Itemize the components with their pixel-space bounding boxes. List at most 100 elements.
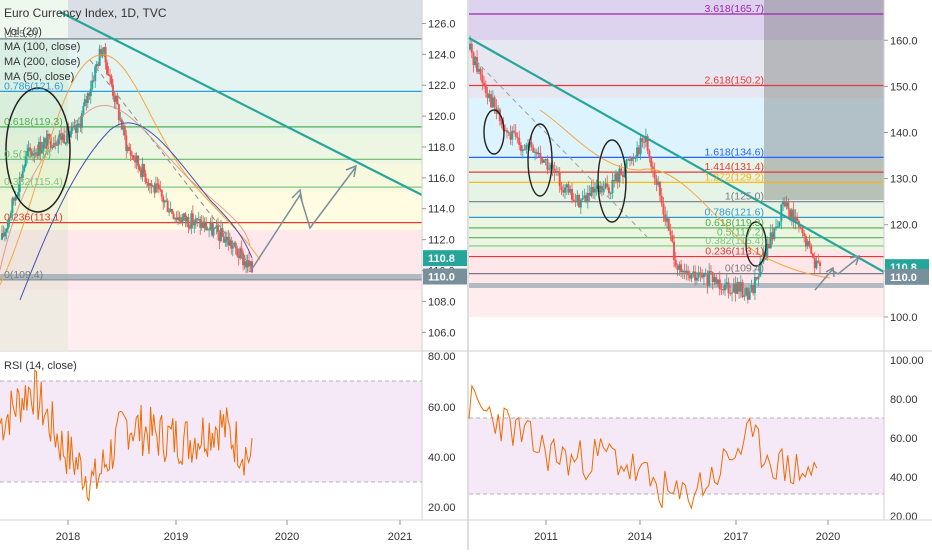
left-rsi-pane[interactable]: RSI (14, close) 80.00 60.00 40.00 20.00 <box>0 350 468 514</box>
left-candle <box>113 91 116 109</box>
right-projection-path <box>814 257 859 291</box>
left-candle <box>29 143 32 160</box>
right-candle <box>755 276 758 281</box>
left-candle <box>107 66 110 77</box>
right-candle <box>776 220 779 228</box>
right-candle <box>493 95 496 114</box>
left-time-tick: 2019 <box>164 531 188 543</box>
right-price-tick: 140.0 <box>890 128 918 140</box>
left-candle <box>212 223 215 239</box>
left-fib-label: 0.786(121.6) <box>4 80 64 92</box>
right-rsi-line <box>468 384 818 511</box>
left-candle <box>27 140 30 157</box>
indicator-ma50: MA (50, close) <box>4 71 74 83</box>
right-candle <box>595 179 598 196</box>
right-candle <box>746 287 749 304</box>
left-candle <box>166 198 169 213</box>
right-candle <box>512 124 515 134</box>
right-candle <box>586 185 589 209</box>
right-candle <box>532 144 535 153</box>
left-rsi-line <box>0 369 253 502</box>
right-candle <box>720 283 723 296</box>
left-candle <box>12 196 15 206</box>
right-candle <box>808 234 811 249</box>
right-candle <box>804 233 807 252</box>
right-candle <box>787 198 790 218</box>
left-candle <box>23 164 26 173</box>
right-rsi-pane[interactable]: 100.00 80.00 60.00 40.00 20.00 <box>468 350 932 523</box>
left-fib-label: (125.0) <box>4 28 37 40</box>
left-candle <box>128 142 131 151</box>
left-time-axis[interactable]: 2018 2019 2020 2021 <box>0 519 468 543</box>
left-candle <box>30 148 33 157</box>
left-candle <box>197 211 200 221</box>
right-candle <box>611 173 614 199</box>
right-candle <box>664 206 667 227</box>
right-fib-label: 1(125.0) <box>725 191 764 203</box>
left-candle <box>205 216 208 231</box>
left-pattern-ellipse <box>5 87 71 213</box>
left-candle <box>209 217 212 231</box>
left-price-badge <box>423 250 467 267</box>
left-candle <box>32 148 35 162</box>
right-candle <box>574 193 577 208</box>
left-rsi-tick: 40.00 <box>428 452 456 464</box>
left-candle <box>45 130 48 150</box>
right-candle <box>752 284 755 296</box>
left-candle <box>243 254 246 270</box>
right-candle <box>718 271 721 296</box>
right-price-pane[interactable]: 3.618(165.7) 2.618(150.2) 1.618(134.6) 1.41… <box>468 0 885 350</box>
right-candle <box>819 260 821 274</box>
left-candle <box>171 208 174 215</box>
right-rsi-tick: 40.00 <box>890 472 918 484</box>
left-candle <box>74 119 77 139</box>
left-price-pane[interactable]: (125.0) 0.786(121.6) 0.618(119.3) 0.5(117.2… <box>0 0 423 350</box>
right-fib-labels: 3.618(165.7) 2.618(150.2) 1.618(134.6) 1.41… <box>704 3 764 275</box>
right-candle <box>534 148 537 161</box>
left-candle <box>86 92 89 109</box>
right-candle <box>578 193 581 208</box>
left-candle <box>208 227 211 238</box>
left-candle <box>172 211 175 220</box>
right-candle <box>766 236 769 261</box>
right-candle <box>542 159 545 163</box>
left-candle <box>73 118 76 130</box>
right-candle <box>604 178 607 190</box>
right-time-axis[interactable]: 2011 2014 2017 2020 <box>469 519 932 543</box>
right-fib-label: 0.236(113.1) <box>705 246 764 258</box>
right-candle <box>620 163 623 176</box>
left-candle <box>154 176 157 194</box>
right-candle <box>811 253 814 259</box>
right-candle <box>794 209 797 230</box>
right-candle <box>671 230 674 244</box>
left-candle <box>191 205 194 229</box>
right-candle <box>555 165 558 176</box>
left-candle <box>240 240 243 259</box>
right-candle <box>658 181 661 202</box>
right-ma <box>539 109 831 279</box>
right-candle <box>715 274 718 285</box>
right-candle <box>634 155 637 163</box>
left-price-tick: 108.0 <box>428 296 456 308</box>
right-candle <box>592 179 595 199</box>
right-fib-label: 1.414(131.4) <box>704 161 764 173</box>
left-candle <box>143 163 146 177</box>
left-candle <box>137 155 140 173</box>
left-price-axis[interactable]: 126.0 124.0 122.0 120.0 118.0 116.0 114.0 112.0… <box>421 0 468 520</box>
right-candle <box>507 130 510 136</box>
right-candle <box>767 237 770 249</box>
left-candle <box>214 227 217 230</box>
right-fib-label: 1.272(129.2) <box>704 171 764 183</box>
left-candle <box>63 127 66 144</box>
right-candle <box>704 268 707 277</box>
left-candle <box>222 233 225 243</box>
right-candle <box>613 173 616 188</box>
right-candle <box>472 51 475 73</box>
left-candle <box>89 80 92 104</box>
left-candle <box>40 142 43 155</box>
left-price-badge-text: 110.0 <box>428 272 455 284</box>
chart-title: Euro Currency Index, 1D, TVC <box>4 6 167 20</box>
right-rsi-tick: 20.00 <box>890 511 918 523</box>
